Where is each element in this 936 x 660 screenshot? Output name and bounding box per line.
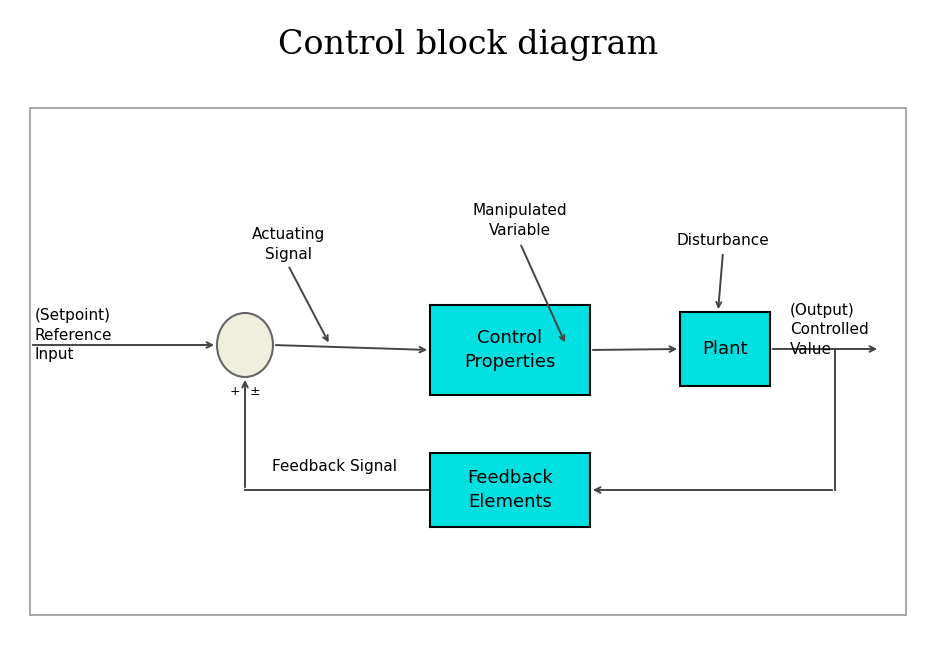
Ellipse shape [217,313,273,377]
Text: Disturbance: Disturbance [677,233,769,248]
Text: (Output)
Controlled
Value: (Output) Controlled Value [790,303,869,357]
Text: Manipulated
Variable: Manipulated Variable [473,203,567,238]
Text: (Setpoint)
Reference
Input: (Setpoint) Reference Input [35,308,112,362]
Text: ±: ± [250,385,260,398]
Text: Feedback
Elements: Feedback Elements [467,469,553,511]
FancyBboxPatch shape [430,453,590,527]
FancyBboxPatch shape [430,305,590,395]
FancyBboxPatch shape [680,312,770,386]
Text: +: + [229,385,241,398]
Text: Control block diagram: Control block diagram [278,29,658,61]
Text: Feedback Signal: Feedback Signal [272,459,398,475]
Text: Control
Properties: Control Properties [464,329,556,371]
Text: Plant: Plant [702,340,748,358]
Bar [30,108,906,615]
Text: Actuating
Signal: Actuating Signal [252,227,325,262]
